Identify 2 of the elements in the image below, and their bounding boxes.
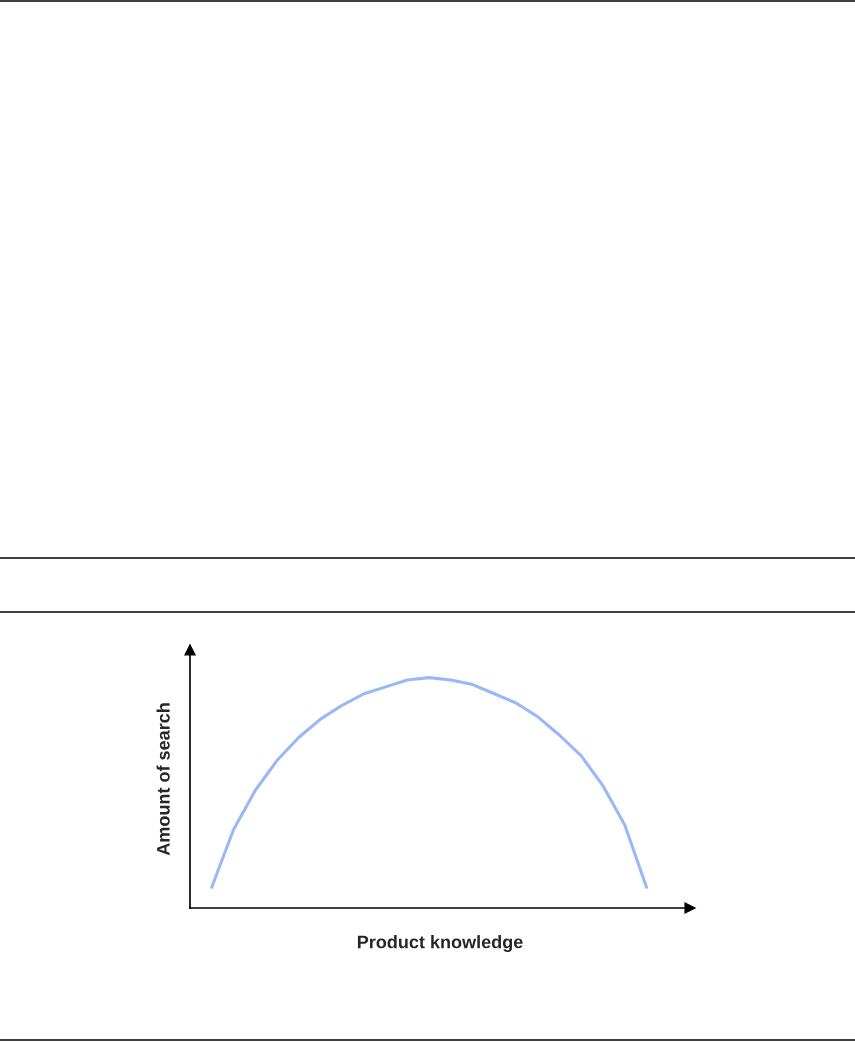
x-axis-title: Product knowledge	[357, 935, 523, 952]
y-axis-title: Amount of search	[156, 703, 170, 856]
